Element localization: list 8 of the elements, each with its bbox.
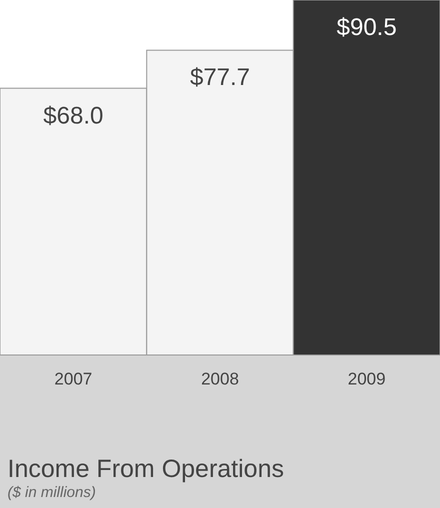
text: ($ in millions) (8, 484, 96, 501)
x-tick-label: 2007 (54, 370, 92, 388)
x-tick-label: 2008 (201, 370, 239, 388)
data-label: $77.7 (190, 64, 250, 92)
x-tick-label: 2009 (348, 370, 386, 388)
data-label: $90.5 (336, 14, 397, 41)
data-label: $68.0 (43, 102, 104, 130)
text: Income From Operations (8, 455, 284, 483)
